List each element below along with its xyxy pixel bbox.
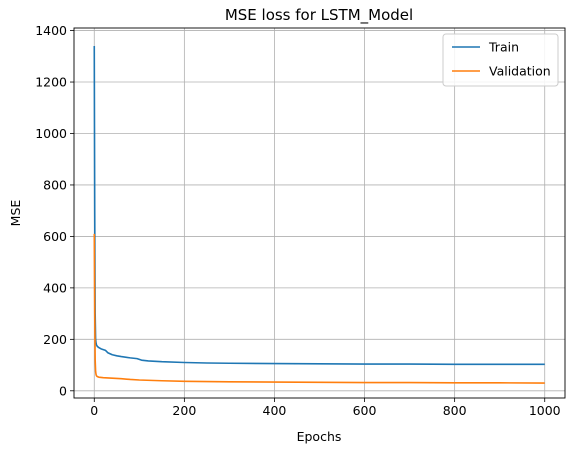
legend-label-validation: Validation [489, 64, 551, 79]
y-tick-label-0: 0 [59, 383, 67, 398]
legend-label-train: Train [488, 40, 519, 55]
ticks: 0 200 400 600 800 1000 0 200 400 600 800 1000 1200 14… [35, 23, 560, 418]
chart-title: MSE loss for LSTM_Model [225, 6, 413, 25]
y-tick-label-7: 1400 [35, 23, 67, 38]
y-tick-label-1: 200 [43, 332, 67, 347]
x-tick-label-2: 400 [263, 403, 287, 418]
y-tick-label-6: 1200 [35, 75, 67, 90]
series-line-validation [93, 233, 545, 384]
legend: Train Validation [442, 33, 559, 87]
series-line-train [93, 46, 545, 366]
y-tick-label-2: 400 [43, 280, 67, 295]
y-tick-label-5: 1000 [35, 126, 67, 141]
x-tick-label-4: 800 [443, 403, 467, 418]
x-tick-label-0: 0 [90, 403, 98, 418]
y-axis-label: MSE [8, 200, 23, 227]
x-tick-label-5: 1000 [529, 403, 561, 418]
x-axis-label: Epochs [297, 429, 342, 444]
series-group [93, 46, 545, 384]
y-tick-label-4: 800 [43, 177, 67, 192]
y-tick-label-3: 600 [43, 229, 67, 244]
plot-frame [73, 27, 566, 399]
x-tick-label-1: 200 [172, 403, 196, 418]
x-tick-label-3: 600 [353, 403, 377, 418]
